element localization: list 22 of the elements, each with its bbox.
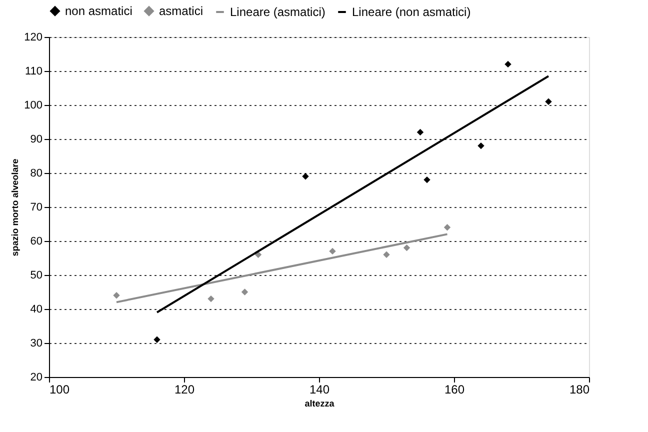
legend-label: Lineare (asmatici) bbox=[230, 5, 326, 19]
y-tick-label: 60 bbox=[30, 236, 42, 248]
x-tick-label: 160 bbox=[444, 382, 465, 396]
y-tick-label: 50 bbox=[30, 270, 42, 282]
y-tick-label: 100 bbox=[24, 100, 42, 112]
y-tick-label: 90 bbox=[30, 134, 42, 146]
legend-label: Lineare (non asmatici) bbox=[352, 5, 471, 19]
y-tick-label: 80 bbox=[30, 168, 42, 180]
x-tick-label: 180 bbox=[569, 382, 590, 396]
x-tick-label: 140 bbox=[309, 382, 330, 396]
y-tick-label: 70 bbox=[30, 202, 42, 214]
y-axis-title: spazio morto alveolare bbox=[10, 158, 20, 256]
y-tick-label: 20 bbox=[30, 372, 42, 384]
legend-label: non asmatici bbox=[65, 4, 132, 18]
y-tick-label: 40 bbox=[30, 304, 42, 316]
x-axis-title: altezza bbox=[304, 398, 336, 408]
x-tick-label: 120 bbox=[174, 382, 195, 396]
legend-label: asmatici bbox=[159, 4, 204, 18]
y-tick-label: 30 bbox=[30, 338, 42, 350]
y-tick-label: 120 bbox=[24, 32, 42, 44]
y-tick-label: 110 bbox=[24, 66, 42, 78]
x-tick-label: 100 bbox=[50, 382, 70, 396]
